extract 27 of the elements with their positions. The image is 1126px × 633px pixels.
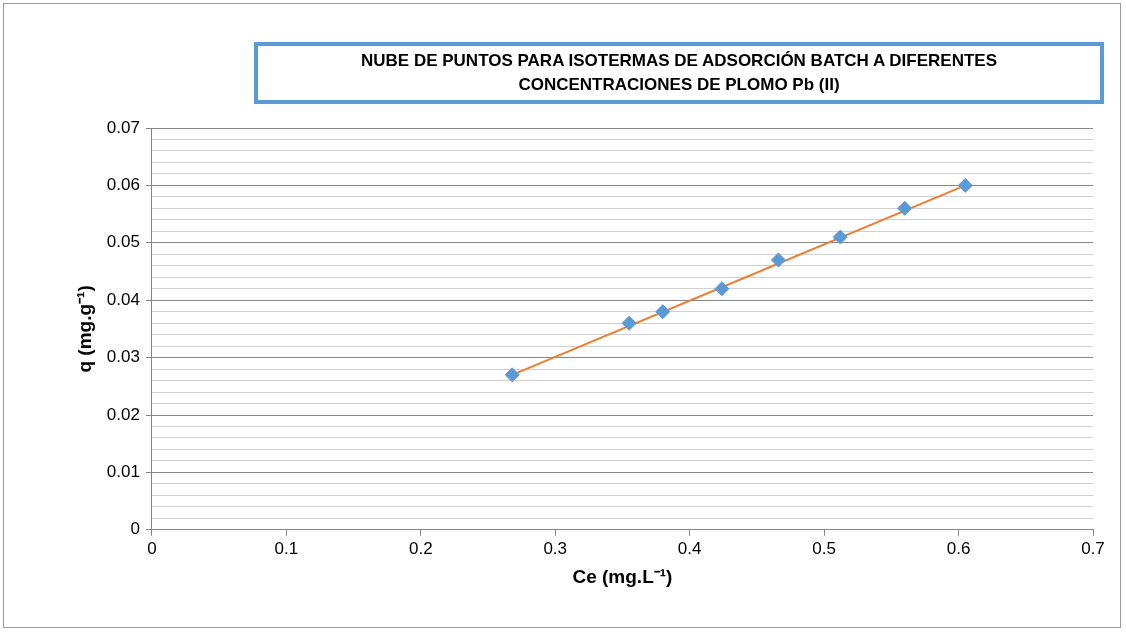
point xyxy=(897,200,913,216)
point xyxy=(655,304,671,320)
x-tick-label: 0.3 xyxy=(543,538,568,558)
x-tick-label: 0.5 xyxy=(812,538,836,558)
y-tick-label: 0.03 xyxy=(106,347,140,367)
point xyxy=(832,229,848,245)
x-tick-label: 0.7 xyxy=(1081,538,1105,558)
x-tick-label: 0.1 xyxy=(274,538,299,558)
x-tick-label: 0.6 xyxy=(946,538,971,558)
y-tick-label: 0.05 xyxy=(106,232,140,252)
chart-title: NUBE DE PUNTOS PARA ISOTERMAS DE ADSORCIÓN BATCH A DIFERENTES CONCENTRACIONES DE PLOMO Pb (II) xyxy=(254,42,1104,104)
y-tick-label: 0.04 xyxy=(106,289,140,309)
point xyxy=(504,367,520,383)
x-tick-label: 0.2 xyxy=(408,538,433,558)
y-tick-label: 0.06 xyxy=(106,175,140,195)
y-tick-label: 0.07 xyxy=(106,117,140,137)
x-tick-label: 0.4 xyxy=(677,538,702,558)
point xyxy=(957,177,973,193)
point xyxy=(714,281,730,297)
y-tick-label: 0 xyxy=(130,519,140,539)
y-tick-label: 0.02 xyxy=(106,404,140,424)
point xyxy=(770,252,786,268)
y-axis-title: q (mg.g⁻¹) xyxy=(73,285,95,373)
point xyxy=(621,315,637,331)
y-tick-label: 0.01 xyxy=(106,462,140,482)
x-tick-label: 0 xyxy=(147,538,157,558)
x-axis-title: Ce (mg.L⁻¹) xyxy=(572,565,673,587)
